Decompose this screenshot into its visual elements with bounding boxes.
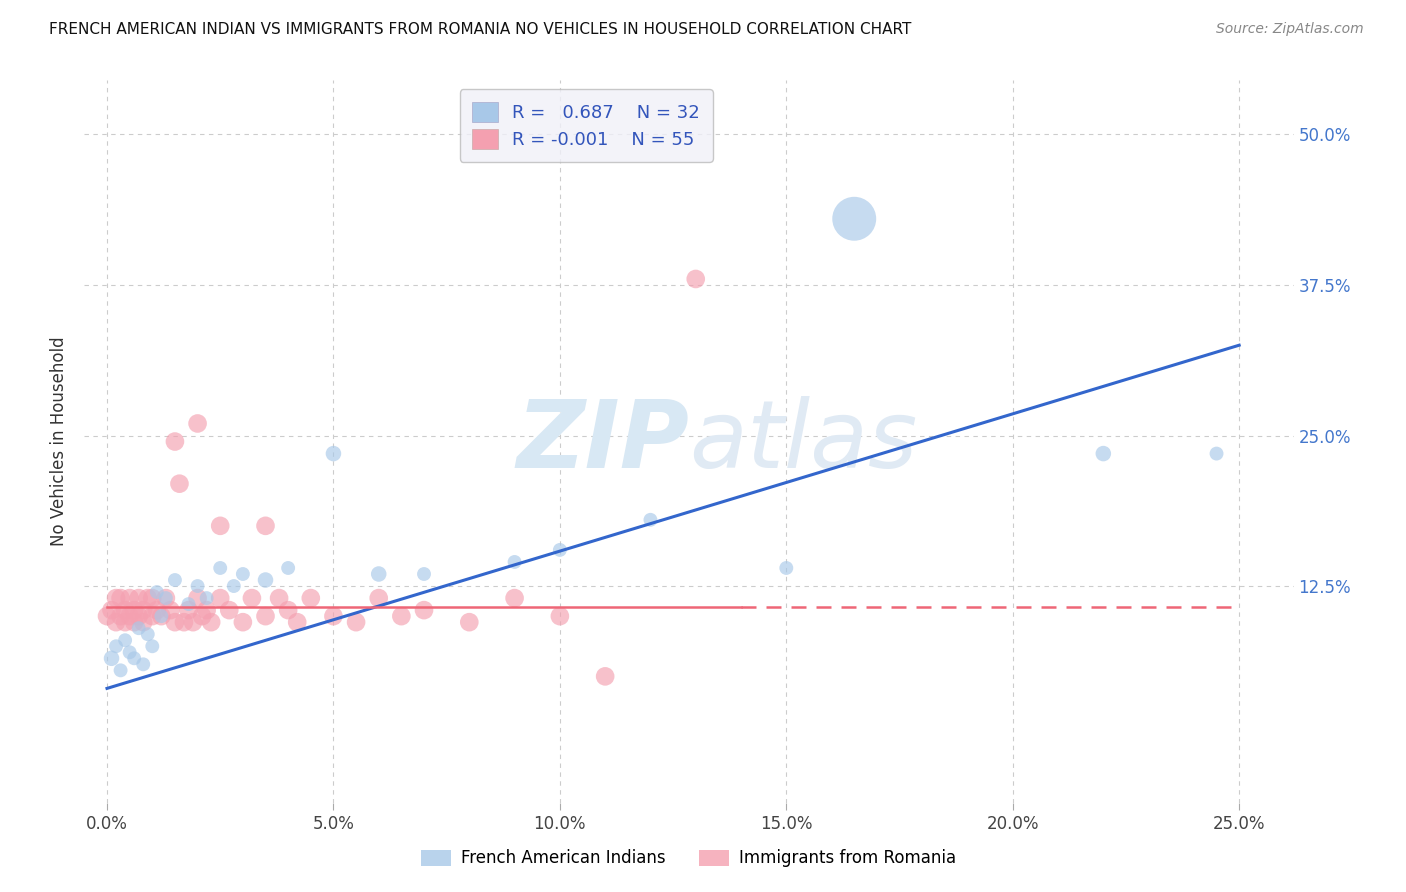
- Point: [132, 657, 155, 672]
- Point: [122, 651, 145, 665]
- Point: [146, 603, 169, 617]
- Text: FRENCH AMERICAN INDIAN VS IMMIGRANTS FROM ROMANIA NO VEHICLES IN HOUSEHOLD CORRE: FRENCH AMERICAN INDIAN VS IMMIGRANTS FRO…: [49, 22, 911, 37]
- Point: [503, 591, 526, 606]
- Point: [209, 561, 232, 575]
- Point: [128, 609, 150, 624]
- Point: [222, 579, 245, 593]
- Point: [458, 615, 481, 630]
- Point: [195, 591, 218, 606]
- Point: [110, 591, 132, 606]
- Point: [200, 615, 222, 630]
- Point: [277, 603, 299, 617]
- Point: [299, 591, 322, 606]
- Point: [269, 591, 291, 606]
- Point: [209, 519, 232, 533]
- Point: [277, 561, 299, 575]
- Point: [163, 573, 186, 587]
- Point: [322, 609, 344, 624]
- Point: [187, 417, 209, 431]
- Point: [413, 603, 436, 617]
- Point: [141, 609, 163, 624]
- Point: [181, 615, 204, 630]
- Point: [177, 603, 200, 617]
- Point: [132, 603, 155, 617]
- Point: [114, 603, 136, 617]
- Point: [503, 555, 526, 569]
- Point: [136, 627, 159, 641]
- Point: [118, 591, 141, 606]
- Point: [163, 434, 186, 449]
- Point: [218, 603, 240, 617]
- Point: [685, 272, 707, 286]
- Legend: French American Indians, Immigrants from Romania: French American Indians, Immigrants from…: [415, 843, 963, 874]
- Point: [110, 664, 132, 678]
- Point: [105, 615, 128, 630]
- Point: [195, 603, 218, 617]
- Point: [209, 591, 232, 606]
- Point: [141, 639, 163, 653]
- Point: [155, 591, 177, 606]
- Point: [122, 615, 145, 630]
- Point: [132, 615, 155, 630]
- Point: [322, 447, 344, 461]
- Point: [593, 669, 616, 683]
- Point: [110, 609, 132, 624]
- Point: [1205, 447, 1227, 461]
- Text: Source: ZipAtlas.com: Source: ZipAtlas.com: [1216, 22, 1364, 37]
- Point: [163, 615, 186, 630]
- Point: [128, 621, 150, 635]
- Point: [118, 609, 141, 624]
- Point: [389, 609, 412, 624]
- Point: [169, 476, 191, 491]
- Point: [191, 609, 214, 624]
- Point: [155, 591, 177, 606]
- Point: [173, 615, 195, 630]
- Point: [96, 609, 118, 624]
- Point: [232, 567, 254, 582]
- Point: [136, 591, 159, 606]
- Point: [254, 609, 277, 624]
- Point: [100, 651, 122, 665]
- Point: [367, 567, 389, 582]
- Point: [150, 609, 173, 624]
- Point: [122, 603, 145, 617]
- Point: [413, 567, 436, 582]
- Y-axis label: No Vehicles in Household: No Vehicles in Household: [51, 336, 69, 547]
- Point: [548, 609, 571, 624]
- Point: [640, 513, 662, 527]
- Point: [159, 603, 181, 617]
- Point: [344, 615, 367, 630]
- Point: [100, 603, 122, 617]
- Point: [254, 573, 277, 587]
- Point: [254, 519, 277, 533]
- Point: [187, 591, 209, 606]
- Point: [285, 615, 308, 630]
- Point: [240, 591, 263, 606]
- Point: [114, 615, 136, 630]
- Point: [548, 542, 571, 557]
- Point: [146, 585, 169, 599]
- Point: [118, 645, 141, 659]
- Point: [128, 591, 150, 606]
- Point: [105, 639, 128, 653]
- Point: [114, 633, 136, 648]
- Point: [141, 591, 163, 606]
- Point: [844, 211, 866, 226]
- Point: [177, 597, 200, 611]
- Text: ZIP: ZIP: [516, 395, 689, 488]
- Point: [1092, 447, 1115, 461]
- Point: [187, 579, 209, 593]
- Point: [367, 591, 389, 606]
- Point: [232, 615, 254, 630]
- Point: [775, 561, 797, 575]
- Point: [105, 591, 128, 606]
- Text: atlas: atlas: [689, 396, 917, 487]
- Point: [150, 609, 173, 624]
